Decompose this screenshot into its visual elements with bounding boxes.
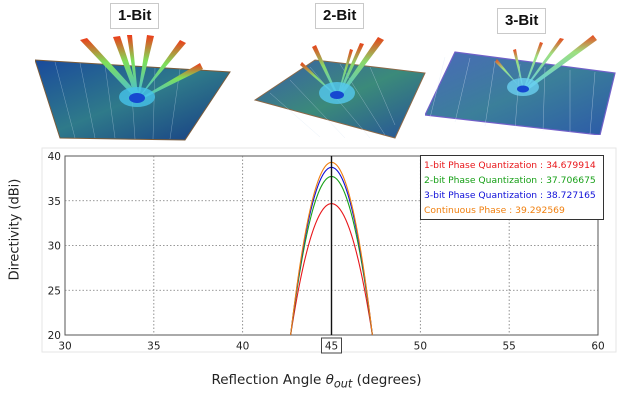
legend-entry-3bit: 3-bit Phase Quantization : 38.727165 (424, 190, 596, 201)
y-tick-label: 25 (48, 285, 61, 297)
y-tick-label: 40 (48, 151, 61, 163)
x-tick-label: 55 (502, 341, 515, 353)
highlighted-tick-box (321, 337, 342, 354)
x-axis-label-suffix: (degrees) (352, 372, 422, 388)
panel-3bit: 3-Bit (425, 0, 625, 145)
y-tick-label: 20 (48, 330, 61, 342)
panel-label-1bit: 1-Bit (110, 3, 160, 29)
x-tick-label: 60 (591, 341, 604, 353)
x-tick-label: 50 (414, 341, 427, 353)
panel-2bit: 2-Bit (240, 0, 435, 145)
legend-entry-2bit: 2-bit Phase Quantization : 37.706675 (424, 175, 596, 186)
y-axis-label: Directivity (dBi) (7, 178, 23, 281)
x-axis-label-sub: out (333, 377, 353, 391)
legend-entry-continuous: Continuous Phase : 39.292569 (424, 205, 565, 216)
legend-entry-1bit: 1-bit Phase Quantization : 34.679914 (424, 160, 596, 171)
x-tick-label: 40 (236, 341, 249, 353)
x-axis-label-symbol: θ (325, 372, 334, 388)
chart-legend: 1-bit Phase Quantization : 34.679914 2-b… (420, 155, 604, 220)
x-axis-label-prefix: Reflection Angle (211, 372, 326, 388)
x-tick-label: 30 (58, 341, 71, 353)
panel-label-3bit: 3-Bit (497, 8, 547, 34)
x-axis-label: Reflection Angle θout (degrees) (0, 372, 633, 391)
radiation-pattern-3bit-icon (425, 35, 616, 135)
y-tick-label: 30 (48, 241, 61, 253)
x-tick-label: 35 (147, 341, 160, 353)
panel-1bit: 1-Bit (35, 0, 235, 145)
panel-label-2bit: 2-Bit (315, 3, 365, 29)
y-tick-label: 35 (48, 196, 61, 208)
radiation-pattern-1bit-icon (35, 35, 231, 141)
x-tick-label: 45 (325, 341, 338, 353)
radiation-pattern-2bit-icon (253, 37, 426, 139)
